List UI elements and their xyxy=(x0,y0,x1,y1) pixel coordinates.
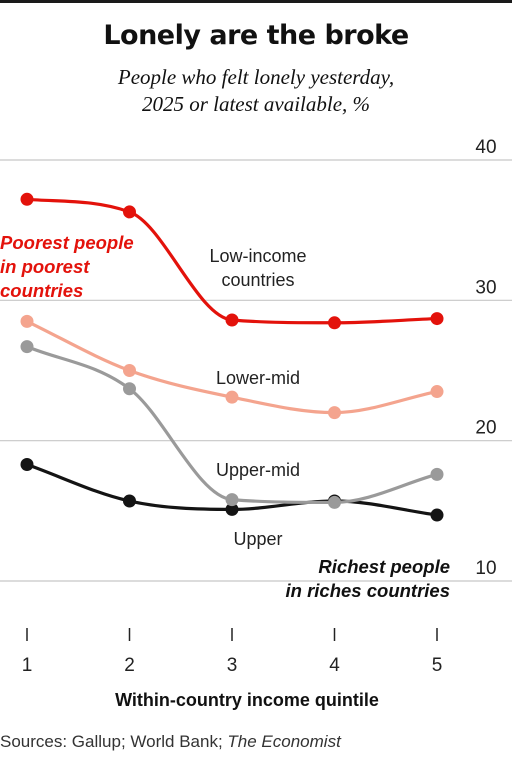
x-axis-label: Within-country income quintile xyxy=(115,690,379,710)
data-point xyxy=(20,314,34,328)
data-point xyxy=(328,495,341,509)
data-point xyxy=(123,364,136,377)
annotation-poorest: Poorest people xyxy=(0,232,134,253)
x-tick-label: 4 xyxy=(329,655,340,676)
data-point xyxy=(328,316,341,330)
subtitle-line: 2025 or latest available, % xyxy=(141,92,371,116)
data-point xyxy=(123,205,136,219)
data-point xyxy=(225,390,239,404)
x-tick-label: 3 xyxy=(227,655,238,676)
y-tick-label: 40 xyxy=(475,137,496,158)
series-label: Upper xyxy=(233,529,282,549)
annotation-poorest: in poorest xyxy=(0,256,90,277)
chart-title: Lonely are the broke xyxy=(103,20,409,51)
y-tick-label: 30 xyxy=(475,277,496,298)
chart-subtitle: People who felt lonely yesterday, 2025 o… xyxy=(0,64,512,118)
data-point xyxy=(430,467,444,481)
data-point xyxy=(20,458,34,472)
x-tick-label: 5 xyxy=(432,655,443,676)
data-point xyxy=(20,340,34,354)
series-label: Lower-mid xyxy=(216,368,300,388)
y-tick-label: 20 xyxy=(475,418,496,439)
source-note: Sources: Gallup; World Bank; The Economi… xyxy=(0,732,341,752)
annotation-richest: Richest people xyxy=(318,556,450,577)
data-point xyxy=(328,406,341,420)
y-tick-label: 10 xyxy=(475,558,496,579)
data-point xyxy=(123,382,136,396)
data-point xyxy=(430,508,444,522)
data-point xyxy=(225,313,239,327)
annotation-poorest: countries xyxy=(0,280,83,301)
x-tick-label: 1 xyxy=(22,655,33,676)
series-label: Low-income xyxy=(209,246,306,266)
source-text: Sources: Gallup; World Bank; xyxy=(0,732,228,751)
source-publisher: The Economist xyxy=(227,732,341,751)
data-point xyxy=(225,493,239,507)
series-label: Upper-mid xyxy=(216,460,300,480)
data-point xyxy=(20,192,34,206)
subtitle-line: People who felt lonely yesterday, xyxy=(117,65,395,89)
annotation-richest: in riches countries xyxy=(286,580,451,601)
data-point xyxy=(225,502,239,516)
data-point xyxy=(430,385,444,399)
x-tick-label: 2 xyxy=(124,655,135,676)
series-label: countries xyxy=(221,270,294,290)
data-point xyxy=(430,312,444,326)
data-point xyxy=(123,494,136,508)
top-rule xyxy=(0,0,512,3)
